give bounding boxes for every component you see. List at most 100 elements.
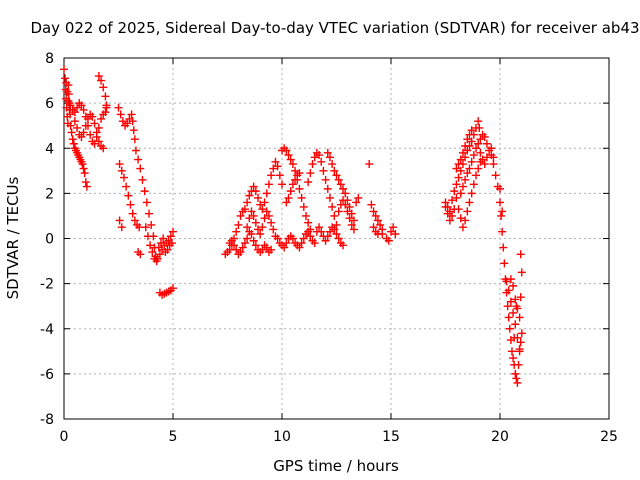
data-point <box>81 121 90 130</box>
data-point <box>325 227 334 236</box>
data-point <box>458 223 467 232</box>
x-tick-label: 0 <box>60 429 69 445</box>
data-point <box>343 207 352 216</box>
data-point <box>127 110 136 119</box>
data-point <box>325 153 334 162</box>
data-point <box>264 180 273 189</box>
data-point <box>234 220 243 229</box>
data-point <box>271 157 280 166</box>
data-point <box>465 164 474 173</box>
data-point <box>141 223 150 232</box>
data-point <box>232 245 241 254</box>
data-point <box>245 191 254 200</box>
data-point <box>167 239 176 248</box>
data-point <box>443 202 452 211</box>
y-tick-label: -6 <box>40 367 54 383</box>
data-point <box>80 169 89 178</box>
data-point <box>317 227 326 236</box>
data-point <box>323 148 332 157</box>
data-point <box>284 151 293 160</box>
data-point <box>130 135 139 144</box>
data-point <box>230 241 239 250</box>
data-point <box>240 239 249 248</box>
data-point <box>267 171 276 180</box>
data-point <box>254 225 263 234</box>
data-point <box>169 284 177 293</box>
data-point <box>77 132 86 141</box>
data-point <box>64 96 73 105</box>
data-point <box>262 207 271 216</box>
y-tick-label: -2 <box>40 277 54 293</box>
data-point <box>496 198 504 207</box>
data-point <box>273 162 282 171</box>
data-point <box>512 374 521 383</box>
data-point <box>328 160 337 169</box>
data-point <box>122 182 131 191</box>
data-point <box>509 281 518 290</box>
data-point <box>330 166 339 175</box>
data-point <box>369 207 378 216</box>
y-tick-label: 4 <box>45 141 54 157</box>
data-point <box>502 277 511 286</box>
data-point <box>66 101 75 110</box>
data-point <box>349 216 358 225</box>
data-point <box>515 313 524 322</box>
data-point <box>134 155 143 164</box>
y-tick-label: -4 <box>40 322 54 338</box>
axis-ticks: 0 5 10 15 20 25 -8 -6 -4 -2 0 2 4 6 8 <box>40 51 618 445</box>
data-point <box>339 196 348 205</box>
data-point <box>458 182 467 191</box>
data-point <box>491 171 500 180</box>
x-tick-label: 5 <box>169 429 178 445</box>
data-point <box>321 236 330 245</box>
data-point <box>258 223 267 232</box>
y-tick-label: 6 <box>45 96 54 112</box>
data-point <box>463 207 472 216</box>
data-point <box>119 173 128 182</box>
data-point <box>282 239 291 248</box>
data-point <box>339 184 348 193</box>
data-point <box>249 211 258 220</box>
x-tick-label: 25 <box>600 429 618 445</box>
data-point <box>249 236 258 245</box>
data-point <box>288 234 297 243</box>
data-point <box>286 155 295 164</box>
data-point <box>163 245 172 254</box>
data-point <box>117 166 126 175</box>
data-point <box>352 198 361 207</box>
data-point <box>77 101 86 110</box>
data-point <box>243 234 252 243</box>
data-point <box>288 160 297 169</box>
data-point <box>498 227 507 236</box>
data-point <box>295 169 304 178</box>
data-point <box>367 200 376 209</box>
data-point <box>304 227 313 236</box>
data-point <box>69 139 78 148</box>
data-point <box>511 369 520 378</box>
data-point <box>123 119 132 128</box>
data-point <box>236 248 245 257</box>
data-point <box>236 211 245 220</box>
data-point <box>264 211 273 220</box>
data-point <box>101 92 110 101</box>
data-point <box>315 151 324 160</box>
data-point <box>461 153 470 162</box>
data-point <box>369 223 378 232</box>
data-point <box>505 324 514 333</box>
data-point <box>73 123 82 132</box>
data-point <box>297 193 306 202</box>
data-point <box>81 178 90 187</box>
data-point <box>489 160 498 169</box>
data-point <box>391 229 400 238</box>
data-point <box>116 110 125 119</box>
data-point <box>126 200 135 209</box>
data-point <box>376 220 385 229</box>
data-point <box>516 293 525 302</box>
data-point <box>273 234 282 243</box>
data-point <box>497 211 506 220</box>
data-point <box>63 87 72 96</box>
data-point <box>90 139 99 148</box>
data-point <box>323 232 332 241</box>
data-point <box>83 114 92 123</box>
